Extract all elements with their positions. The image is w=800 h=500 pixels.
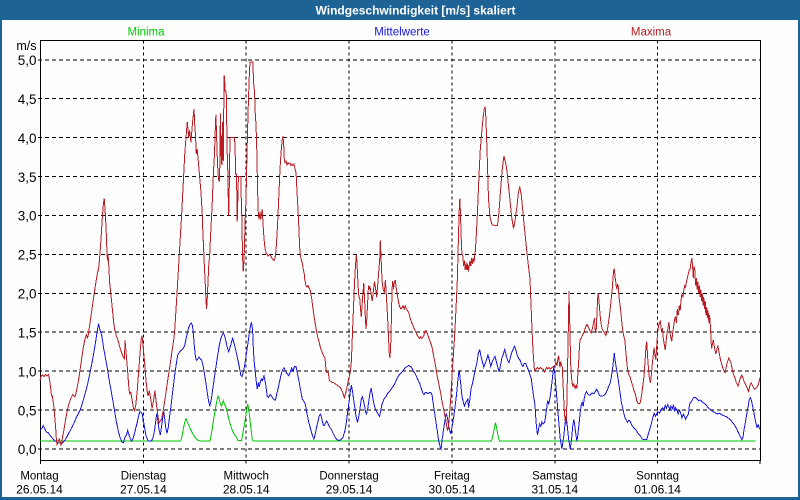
svg-text:m/s: m/s [16,39,36,53]
svg-text:Minima: Minima [127,27,165,39]
svg-text:Mittwoch: Mittwoch [224,471,269,483]
svg-text:2,5: 2,5 [18,248,37,263]
svg-text:28.05.14: 28.05.14 [223,483,270,497]
svg-text:0,5: 0,5 [18,403,37,418]
svg-text:Mittelwerte: Mittelwerte [374,27,430,39]
svg-text:27.05.14: 27.05.14 [120,483,167,497]
svg-text:Donnerstag: Donnerstag [319,471,378,483]
svg-text:Dienstag: Dienstag [121,471,166,483]
svg-text:1,0: 1,0 [18,364,37,379]
svg-text:Samstag: Samstag [532,471,577,483]
svg-text:29.05.14: 29.05.14 [326,483,373,497]
svg-text:30.05.14: 30.05.14 [429,483,476,497]
svg-text:Freitag: Freitag [434,471,470,483]
svg-text:01.06.14: 01.06.14 [634,483,681,497]
svg-text:0,0: 0,0 [18,442,37,457]
svg-text:26.05.14: 26.05.14 [16,483,63,497]
svg-text:Montag: Montag [20,471,58,483]
svg-text:2,0: 2,0 [18,287,37,302]
svg-text:4,5: 4,5 [18,92,37,107]
svg-text:3,0: 3,0 [18,209,37,224]
svg-text:Maxima: Maxima [631,27,672,39]
svg-text:Sonntag: Sonntag [636,471,679,483]
svg-text:Windgeschwindigkeit [m/s] skal: Windgeschwindigkeit [m/s] skaliert [316,4,516,18]
svg-text:3,5: 3,5 [18,170,37,185]
svg-text:31.05.14: 31.05.14 [531,483,578,497]
svg-text:1,5: 1,5 [18,325,37,340]
svg-text:4,0: 4,0 [18,131,37,146]
svg-text:5,0: 5,0 [18,53,37,68]
